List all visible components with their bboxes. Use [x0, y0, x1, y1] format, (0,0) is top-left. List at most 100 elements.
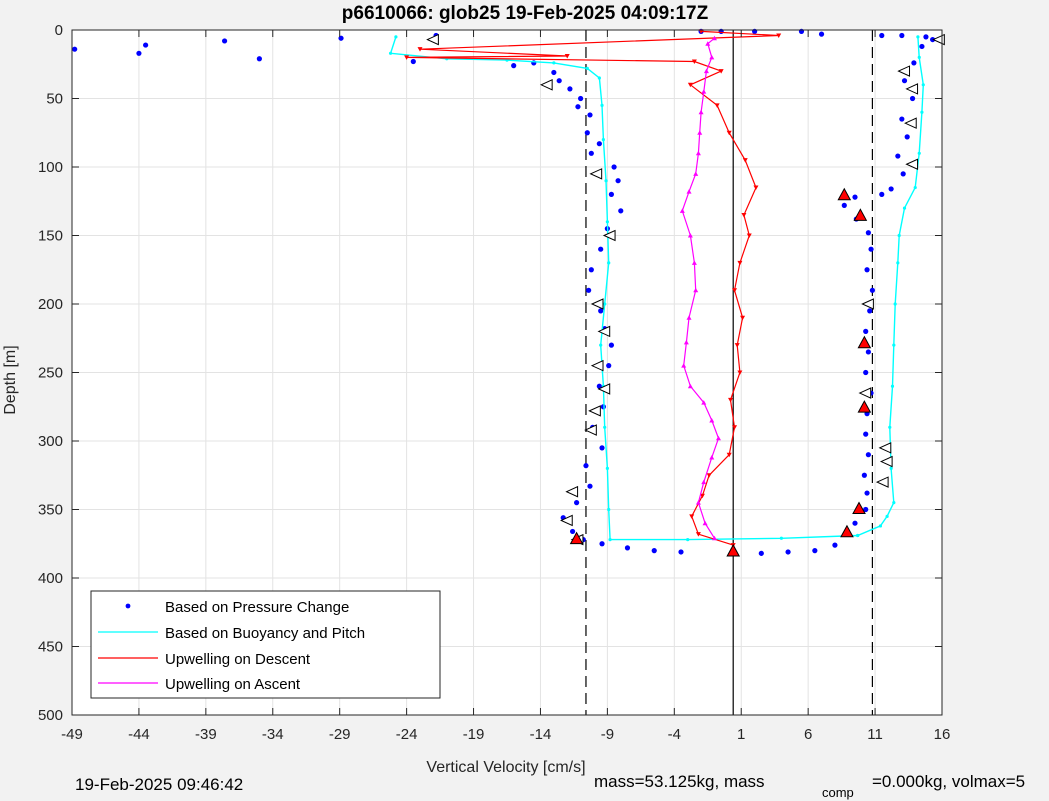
upwelling-ascent-marker	[686, 189, 692, 194]
y-tick-label: 400	[38, 570, 63, 587]
white-triangle-marker	[588, 405, 601, 417]
pressure-point	[596, 141, 602, 147]
pressure-point	[879, 191, 885, 197]
pressure-point	[923, 34, 929, 40]
buoyancy-point	[552, 61, 556, 65]
pressure-point	[256, 56, 262, 62]
upwelling-descent-marker	[732, 288, 738, 293]
upwelling-ascent-marker	[681, 363, 687, 368]
pressure-point	[599, 445, 605, 451]
y-tick-label: 50	[46, 91, 63, 108]
upwelling-descent-marker	[732, 425, 738, 430]
pressure-point	[758, 550, 764, 556]
pressure-point	[818, 31, 825, 37]
pressure-point	[583, 463, 589, 469]
pressure-point	[606, 363, 612, 369]
marker-layer	[426, 33, 945, 557]
white-triangle-marker	[589, 168, 603, 180]
footer-comp-subscript: comp	[822, 785, 854, 800]
x-tick-label: 11	[867, 726, 883, 743]
pressure-point	[651, 548, 657, 554]
x-tick-label: -4	[668, 726, 681, 743]
upwelling-descent-marker	[689, 514, 695, 519]
upwelling-descent-marker	[687, 82, 693, 88]
pressure-point	[863, 506, 869, 513]
buoyancy-point	[607, 507, 611, 512]
y-tick-label: 100	[38, 159, 63, 176]
pressure-point	[588, 150, 594, 156]
white-triangle-marker	[602, 229, 616, 242]
pressure-point	[72, 46, 78, 52]
buoyancy-point	[892, 343, 896, 347]
red-triangle-marker	[852, 501, 866, 514]
y-tick-label: 200	[38, 296, 63, 313]
legend-entry-pressure: Based on Pressure Change	[125, 599, 349, 616]
upwelling-descent-marker	[737, 260, 743, 266]
upwelling-descent-line	[406, 30, 779, 554]
pressure-point	[511, 63, 517, 69]
pressure-point	[865, 452, 871, 458]
legend-entry-buoyancy: Based on Buoyancy and Pitch	[98, 625, 365, 642]
buoyancy-point	[920, 110, 924, 114]
pressure-point	[608, 191, 615, 197]
x-tick-label: 16	[934, 726, 951, 743]
white-triangle-marker	[879, 455, 893, 468]
pressure-point	[598, 246, 604, 252]
white-triangle-marker	[897, 65, 911, 77]
upwelling-descent-marker	[706, 473, 712, 478]
white-triangle-marker	[590, 359, 604, 372]
footer-mass-comp: =0.000kg, volmax=5	[872, 772, 1025, 791]
pressure-point	[611, 164, 617, 170]
pressure-point	[841, 202, 847, 208]
pressure-point	[852, 194, 858, 200]
upwelling-ascent-marker	[703, 68, 709, 74]
pressure-point	[909, 95, 916, 102]
buoyancy-point	[388, 51, 393, 55]
pressure-point	[785, 549, 791, 555]
pressure-point	[221, 38, 228, 44]
legend-label: Based on Pressure Change	[165, 599, 349, 616]
upwelling-ascent-marker	[701, 479, 707, 485]
upwelling-descent-marker	[753, 185, 759, 191]
buoyancy-point	[604, 179, 608, 183]
upwelling-ascent-line	[681, 37, 720, 539]
upwelling-descent-marker	[776, 33, 782, 38]
pressure-point	[895, 153, 901, 159]
pressure-point	[899, 32, 905, 39]
white-triangle-marker	[565, 485, 579, 498]
buoyancy-point	[603, 302, 607, 306]
upwelling-ascent-marker	[687, 383, 693, 389]
buoyancy-point	[890, 384, 895, 388]
upwelling-ascent-marker	[695, 500, 701, 505]
pressure-point	[575, 104, 581, 110]
upwelling-ascent-marker	[715, 435, 721, 441]
buoyancy-point	[779, 536, 783, 540]
upwelling-ascent-marker	[709, 417, 715, 423]
pressure-point	[588, 267, 594, 273]
x-tick-label: -49	[61, 726, 83, 743]
upwelling-descent-marker	[737, 370, 743, 375]
y-tick-label: 150	[38, 228, 63, 245]
upwelling-ascent-marker	[711, 35, 717, 41]
white-triangle-marker	[539, 79, 553, 91]
buoyancy-point	[601, 138, 605, 142]
pressure-point	[899, 116, 905, 122]
upwelling-ascent-marker	[709, 54, 715, 60]
buoyancy-point	[902, 206, 907, 210]
white-triangle-marker	[875, 476, 889, 488]
buoyancy-point	[885, 514, 889, 518]
upwelling-ascent-marker	[693, 171, 699, 176]
pressure-point	[901, 78, 908, 84]
footer-timestamp: 19-Feb-2025 09:46:42	[75, 775, 243, 794]
upwelling-descent-marker	[699, 493, 705, 499]
upwelling-descent-marker	[734, 343, 740, 348]
legend-dot-icon	[125, 603, 131, 609]
x-axis-label: Vertical Velocity [cm/s]	[426, 759, 585, 776]
upwelling-descent-marker	[741, 212, 747, 218]
pressure-point	[598, 308, 604, 314]
pressure-point	[624, 545, 631, 551]
upwelling-descent-marker	[740, 315, 746, 321]
x-tick-label: -14	[530, 726, 552, 743]
pressure-point	[861, 472, 867, 478]
